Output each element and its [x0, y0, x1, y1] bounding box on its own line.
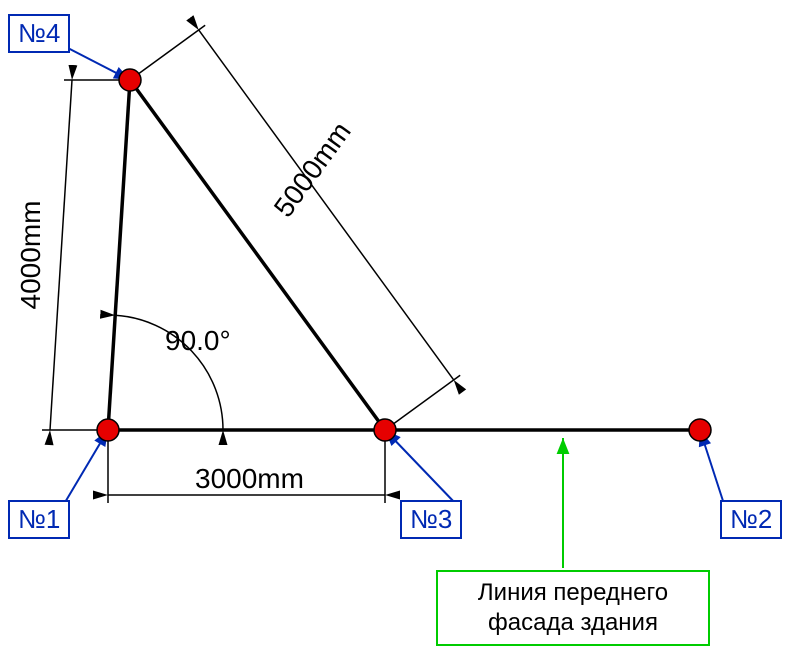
node-label-3-text: №3: [410, 504, 452, 534]
node-label-2-text: №2: [730, 504, 772, 534]
node-label-1: №1: [8, 500, 70, 539]
dim-4000: 4000mm: [15, 201, 46, 310]
node-label-4-text: №4: [18, 18, 60, 48]
angle-label: 90.0°: [165, 325, 231, 356]
node-n2: [689, 419, 711, 441]
node-n3: [374, 419, 396, 441]
facade-note-line1: Линия переднего: [478, 579, 668, 606]
facade-note-line2: фасада здания: [488, 609, 658, 636]
facade-line-note: Линия переднего фасада здания: [436, 570, 710, 646]
node-n4: [119, 69, 141, 91]
node-label-2: №2: [720, 500, 782, 539]
node-label-1-text: №1: [18, 504, 60, 534]
dim-3000: 3000mm: [195, 463, 304, 494]
diagram-canvas: 90.0° 4000mm 3000mm 5000mm: [0, 0, 800, 662]
node-label-3: №3: [400, 500, 462, 539]
node-label-4: №4: [8, 14, 70, 53]
node-n1: [97, 419, 119, 441]
dim-5000: 5000mm: [268, 116, 357, 222]
